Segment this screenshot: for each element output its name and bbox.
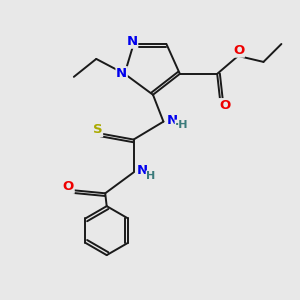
Text: N: N	[116, 67, 127, 80]
Text: ·H: ·H	[175, 120, 189, 130]
Text: N: N	[127, 35, 138, 48]
Text: O: O	[63, 180, 74, 193]
Text: O: O	[219, 99, 230, 112]
Text: N: N	[137, 164, 148, 177]
Text: S: S	[93, 124, 103, 136]
Text: O: O	[233, 44, 244, 57]
Text: N: N	[167, 114, 178, 127]
Text: H: H	[146, 171, 155, 181]
